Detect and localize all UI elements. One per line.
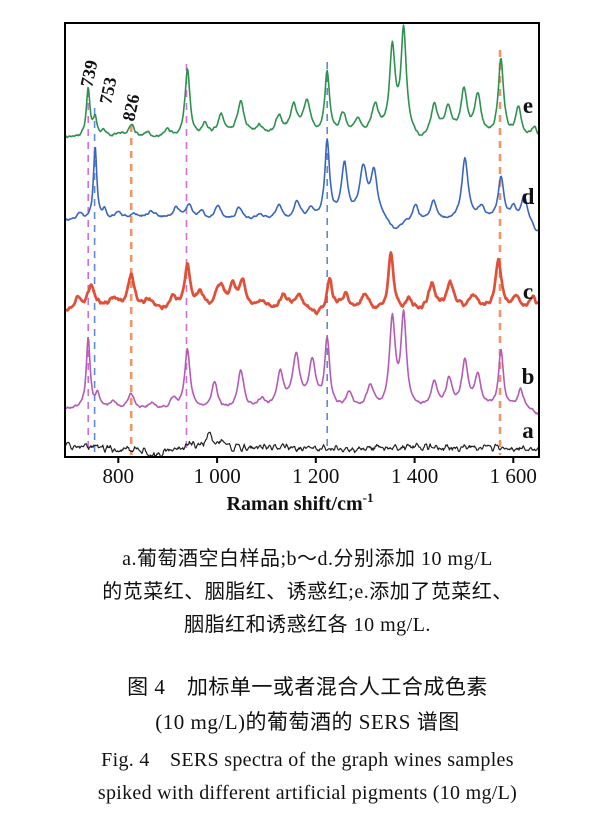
sers-chart: 800 1 000 1 200 1 400 1 600 Raman shift/cm-1 7… [64, 22, 540, 515]
caption-note-line-1: a.葡萄酒空白样品;b～d.分别添加 10 mg/L [122, 548, 493, 570]
spectrum-e-line [66, 24, 538, 139]
x-tick-label-1400: 1 400 [391, 464, 438, 488]
figure-title-en-line-2: spiked with different artificial pigment… [97, 782, 518, 804]
peak-annotation-753: 753 [95, 75, 120, 106]
figure-title-cn: 图 4 加标单一或者混合人工合成色素 (10 mg/L)的葡萄酒的 SERS 谱… [0, 670, 615, 740]
spectrum-label-d: d [522, 184, 535, 209]
x-tick-label-800: 800 [103, 464, 135, 488]
figure-title-en-line-1: Fig. 4 SERS spectra of the graph wines s… [101, 749, 514, 771]
plot-frame [64, 22, 540, 458]
spectrum-c-line [66, 251, 538, 316]
spectrum-b-line [66, 309, 538, 415]
peak-annotation-739: 739 [76, 58, 101, 89]
x-tick-label-1000: 1 000 [193, 464, 240, 488]
spectrum-label-b: b [522, 364, 535, 389]
figure-title-cn-line-1: 图 4 加标单一或者混合人工合成色素 [127, 675, 488, 699]
caption-note: a.葡萄酒空白样品;b～d.分别添加 10 mg/L 的苋菜红、胭脂红、诱惑红;… [0, 543, 615, 642]
spectrum-label-c: c [523, 279, 533, 304]
sers-chart-area: 800 1 000 1 200 1 400 1 600 Raman shift/cm-1 7… [64, 22, 540, 515]
peak-annotation-826: 826 [118, 92, 143, 123]
spectrum-a-line [66, 431, 538, 456]
figure-caption: a.葡萄酒空白样品;b～d.分别添加 10 mg/L 的苋菜红、胭脂红、诱惑红;… [0, 543, 615, 810]
caption-note-line-3: 胭脂红和诱惑红各 10 mg/L. [184, 614, 431, 636]
figure-title-cn-line-2: (10 mg/L)的葡萄酒的 SERS 谱图 [155, 710, 460, 734]
spectrum-label-a: a [522, 418, 534, 443]
spectrum-d-line [66, 138, 538, 232]
x-tick-label-1600: 1 600 [490, 464, 537, 488]
x-tick-label-1200: 1 200 [292, 464, 339, 488]
caption-note-line-2: 的苋菜红、胭脂红、诱惑红;e.添加了苋菜红、 [102, 581, 513, 603]
x-axis-title: Raman shift/cm-1 [227, 490, 374, 515]
spectrum-label-e: e [523, 93, 533, 118]
figure-title-en: Fig. 4 SERS spectra of the graph wines s… [0, 744, 615, 810]
